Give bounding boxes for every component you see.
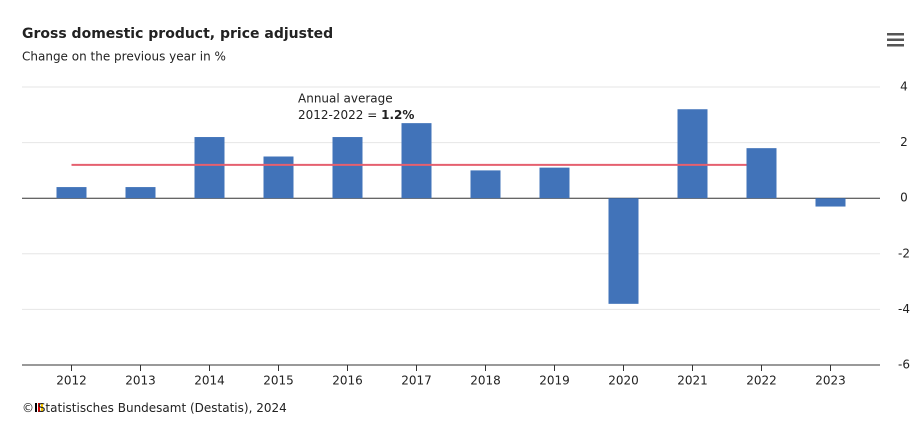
y-tick-label: 2: [900, 135, 908, 149]
source: © Statistisches Bundesamt (Destatis), 20…: [22, 401, 287, 415]
bar: [125, 187, 156, 199]
annotation: 2012-2022 = 1.2%: [298, 108, 414, 122]
flag-icon: [35, 403, 43, 412]
chart-subtitle: Change on the previous year in %: [22, 50, 226, 64]
bar: [608, 198, 639, 304]
x-tick-label: 2013: [125, 374, 156, 388]
bar: [539, 167, 570, 199]
flag-stripe: [41, 403, 43, 412]
menu-bar: [887, 44, 904, 47]
x-tick-label: 2019: [539, 374, 570, 388]
menu-button[interactable]: [887, 33, 904, 47]
x-tick-label: 2020: [608, 374, 639, 388]
y-tick-label: -6: [898, 358, 910, 372]
y-tick-label: 4: [900, 80, 908, 94]
annotation-text: 2012-2022 =: [298, 108, 381, 122]
x-tick-label: 2012: [56, 374, 87, 388]
x-tick-label: 2014: [194, 374, 225, 388]
bar: [677, 109, 708, 199]
annotation: Annual average: [298, 92, 393, 106]
source-text: © Statistisches Bundesamt (Destatis), 20…: [22, 401, 287, 415]
bar: [401, 123, 432, 199]
x-tick-label: 2017: [401, 374, 432, 388]
bar: [746, 148, 777, 199]
bar: [56, 187, 87, 199]
bar: [332, 137, 363, 199]
flag-stripe: [38, 403, 40, 412]
x-tick-label: 2018: [470, 374, 501, 388]
bar: [263, 156, 294, 199]
x-tick-label: 2022: [746, 374, 777, 388]
y-tick-label: 0: [900, 191, 908, 205]
x-tick-label: 2021: [677, 374, 708, 388]
flag-stripe: [35, 403, 37, 412]
y-tick-label: -4: [898, 302, 910, 316]
x-tick-label: 2015: [263, 374, 294, 388]
chart-title: Gross domestic product, price adjusted: [22, 26, 333, 42]
bar: [815, 198, 846, 207]
bar: [194, 137, 225, 199]
y-tick-label: -2: [898, 246, 910, 260]
menu-bar: [887, 38, 904, 41]
x-tick-label: 2016: [332, 374, 363, 388]
x-tick-label: 2023: [815, 374, 846, 388]
annotation-value: 1.2%: [381, 108, 414, 122]
menu-bar: [887, 33, 904, 36]
bar: [470, 170, 501, 199]
